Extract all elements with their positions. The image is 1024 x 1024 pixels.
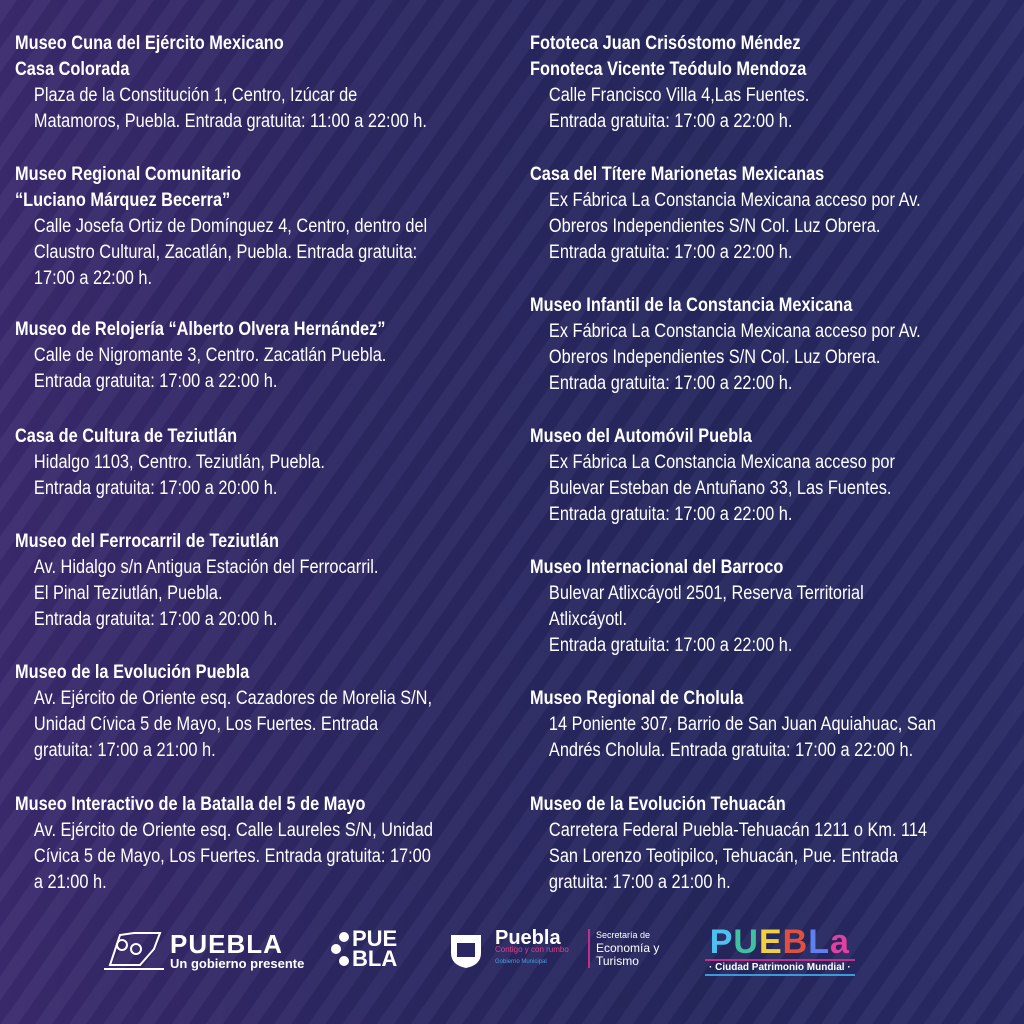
- secretaria-logo: Secretaría de Economía y Turismo: [588, 929, 659, 968]
- museum-name: Museo del Automóvil Puebla: [530, 426, 752, 447]
- secretaria-line2: Economía y: [596, 941, 660, 955]
- museum-entry: Museo Internacional del Barroco Bulevar A…: [530, 555, 864, 659]
- museum-details: Bulevar Esteban de Antuñano 33, Las Fuen…: [548, 478, 892, 499]
- museum-name: Museo de la Evolución Puebla: [15, 662, 250, 683]
- museum-details: Calle Josefa Ortiz de Domínguez 4, Centr…: [33, 216, 428, 237]
- museum-name: Museo Regional de Cholula: [530, 688, 744, 709]
- patrimonio-logo: PUEBLa · Ciudad Patrimonio Mundial ·: [705, 925, 855, 976]
- museum-entry: Museo de la Evolución Puebla Av. Ejército…: [15, 660, 432, 764]
- museum-details: Bulevar Atlixcáyotl 2501, Reserva Territ…: [548, 583, 864, 604]
- museum-details: Andrés Cholula. Entrada gratuita: 17:00 …: [548, 740, 914, 761]
- museum-name: Museo Internacional del Barroco: [530, 557, 784, 578]
- museum-entry: Museo del Ferrocarril de Teziutlán Av. Hi…: [15, 529, 378, 633]
- museum-details: Cívica 5 de Mayo, Los Fuertes. Entrada g…: [33, 846, 431, 867]
- museum-entry: Museo Interactivo de la Batalla del 5 de…: [15, 792, 433, 896]
- municipal-tagline: Contigo y con rumbo: [495, 945, 569, 954]
- museum-entry: Casa del Títere Marionetas Mexicanas Ex F…: [530, 162, 921, 266]
- footer-logos: PUEBLA Un gobierno presente PUE BLA Puebl…: [0, 925, 1024, 985]
- museum-entry: Museo del Automóvil Puebla Ex Fábrica La …: [530, 424, 895, 528]
- museum-details: Av. Ejército de Oriente esq. Cazadores d…: [33, 688, 433, 709]
- museum-details: 17:00 a 22:00 h.: [33, 268, 153, 289]
- museum-name: Museo Regional Comunitario: [15, 164, 242, 185]
- museum-details: Entrada gratuita: 17:00 a 22:00 h.: [33, 371, 278, 392]
- museum-entry: Museo Cuna del Ejército Mexicano Casa Col…: [15, 31, 427, 135]
- secretaria-line3: Turismo: [596, 954, 639, 968]
- puebla-state-name: PUEBLA: [170, 929, 283, 959]
- museum-details: Ex Fábrica La Constancia Mexicana acceso…: [548, 190, 921, 211]
- municipal-sub: Gobierno Municipal: [495, 959, 547, 965]
- museum-name: Fonoteca Vicente Teódulo Mendoza: [530, 59, 807, 80]
- museum-name: Museo de la Evolución Tehuacán: [530, 794, 786, 815]
- museum-details: Entrada gratuita: 17:00 a 22:00 h.: [548, 373, 793, 394]
- puebla-state-tagline: Un gobierno presente: [170, 956, 305, 971]
- museum-details: Entrada gratuita: 17:00 a 20:00 h.: [33, 609, 278, 630]
- museum-name: Museo Infantil de la Constancia Mexicana: [530, 295, 853, 316]
- museum-details: gratuita: 17:00 a 21:00 h.: [33, 740, 216, 761]
- secretaria-line1: Secretaría de: [596, 930, 651, 940]
- museum-name: Museo de Relojería “Alberto Olvera Herná…: [15, 319, 386, 340]
- museum-details: Obreros Independientes S/N Col. Luz Obre…: [548, 347, 881, 368]
- museum-details: Claustro Cultural, Zacatlán, Puebla. Ent…: [33, 242, 418, 263]
- puebla-state-logo: PUEBLA Un gobierno presente: [100, 929, 304, 973]
- museum-details: Atlixcáyotl.: [548, 609, 628, 630]
- museum-details: Av. Hidalgo s/n Antigua Estación del Fer…: [33, 557, 379, 578]
- museum-name: Casa de Cultura de Teziutlán: [15, 426, 238, 447]
- municipal-name: Puebla: [495, 927, 561, 949]
- museum-details: gratuita: 17:00 a 21:00 h.: [548, 872, 731, 893]
- museum-entry: Museo Infantil de la Constancia Mexicana…: [530, 293, 921, 397]
- museum-details: Entrada gratuita: 17:00 a 22:00 h.: [548, 111, 793, 132]
- museum-entry: Museo de la Evolución Tehuacán Carretera …: [530, 792, 927, 896]
- museum-name: Casa Colorada: [15, 59, 130, 80]
- museum-details: Matamoros, Puebla. Entrada gratuita: 11:…: [33, 111, 427, 132]
- museum-details: Ex Fábrica La Constancia Mexicana acceso…: [548, 321, 921, 342]
- municipal-logo: Puebla Contigo y con rumbo Gobierno Muni…: [447, 927, 569, 969]
- museum-details: El Pinal Teziutlán, Puebla.: [33, 583, 223, 604]
- museum-name: Museo Cuna del Ejército Mexicano: [15, 33, 284, 54]
- museum-entry: Museo Regional de Cholula 14 Poniente 307…: [530, 686, 936, 764]
- museum-details: Hidalgo 1103, Centro. Teziutlán, Puebla.: [33, 452, 325, 473]
- flower-icon: [331, 932, 349, 966]
- museum-name: Fototeca Juan Crisóstomo Méndez: [530, 33, 801, 54]
- museum-details: Entrada gratuita: 17:00 a 22:00 h.: [548, 504, 793, 525]
- museum-name: Museo del Ferrocarril de Teziutlán: [15, 531, 279, 552]
- museum-name: Casa del Títere Marionetas Mexicanas: [530, 164, 825, 185]
- brand-line2: BLA: [352, 946, 398, 971]
- museum-details: Obreros Independientes S/N Col. Luz Obre…: [548, 216, 881, 237]
- museum-details: Av. Ejército de Oriente esq. Calle Laure…: [33, 820, 433, 841]
- museum-entry: Fototeca Juan Crisóstomo Méndez Fonoteca …: [530, 31, 809, 135]
- museum-details: Ex Fábrica La Constancia Mexicana acceso…: [548, 452, 895, 473]
- coat-of-arms-icon: [451, 935, 481, 968]
- museum-details: Entrada gratuita: 17:00 a 22:00 h.: [548, 635, 793, 656]
- figures-emblem-icon: [104, 932, 164, 970]
- museum-entry: Casa de Cultura de Teziutlán Hidalgo 1103…: [15, 424, 325, 502]
- patrimonio-name: PUEBLa: [709, 923, 850, 961]
- museum-details: Calle de Nigromante 3, Centro. Zacatlán …: [33, 345, 387, 366]
- museum-details: Unidad Cívica 5 de Mayo, Los Fuertes. En…: [33, 714, 379, 735]
- museum-name: “Luciano Márquez Becerra”: [15, 190, 231, 211]
- museum-details: San Lorenzo Teotipilco, Tehuacán, Pue. E…: [548, 846, 899, 867]
- pue-bla-brand-logo: PUE BLA: [330, 926, 398, 971]
- museum-entry: Museo de Relojería “Alberto Olvera Herná…: [15, 317, 386, 395]
- brand-line1: PUE: [352, 926, 398, 951]
- museum-details: Plaza de la Constitución 1, Centro, Izúc…: [33, 85, 358, 106]
- museum-details: Entrada gratuita: 17:00 a 22:00 h.: [548, 242, 793, 263]
- museum-details: Carretera Federal Puebla-Tehuacán 1211 o…: [548, 820, 928, 841]
- museum-details: 14 Poniente 307, Barrio de San Juan Aqui…: [548, 714, 936, 735]
- museum-details: Entrada gratuita: 17:00 a 20:00 h.: [33, 478, 278, 499]
- museum-details: a 21:00 h.: [33, 872, 107, 893]
- museum-entry: Museo Regional Comunitario “Luciano Márqu…: [15, 162, 427, 292]
- patrimonio-sub: · Ciudad Patrimonio Mundial ·: [705, 959, 855, 976]
- museum-details: Calle Francisco Villa 4,Las Fuentes.: [548, 85, 810, 106]
- museum-name: Museo Interactivo de la Batalla del 5 de…: [15, 794, 366, 815]
